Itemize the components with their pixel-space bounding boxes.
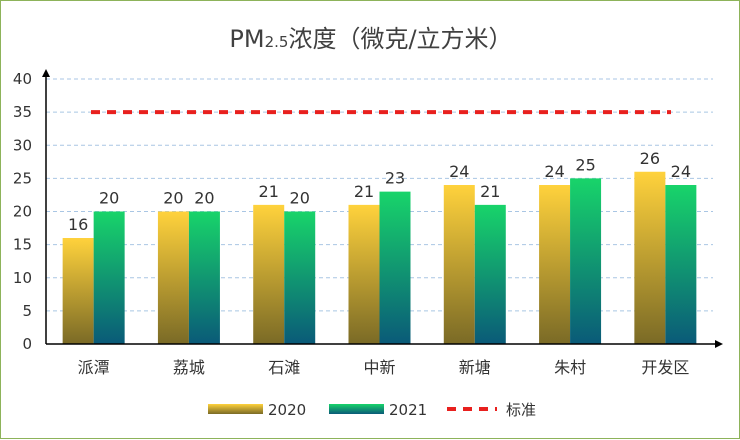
label-layer: 16 20 派潭 20 20 荔城 21 20 石滩 21 23 中新 24 21 新塘 24 25 朱村 26 24… [68,149,691,377]
y-tick-label-0: 0 [22,335,32,353]
grid-layer [46,78,713,312]
x-tick-label-6: 开发区 [641,358,689,377]
data-label-2020-5: 24 [544,162,564,181]
bar-2020-6 [634,171,666,344]
bar-2021-5 [570,178,602,344]
legend-label-standard: 标准 [506,401,536,419]
bar-2021-0 [93,211,125,344]
bar-2021-1 [188,211,220,344]
data-label-2020-1: 20 [163,189,183,208]
data-label-2021-2: 20 [290,189,310,208]
y-tick-label-30: 30 [13,136,32,154]
axis-layer: 0 5 10 15 20 25 30 35 40 [13,69,723,353]
data-label-2021-0: 20 [99,189,119,208]
x-axis-arrow [715,340,723,348]
y-tick-label-40: 40 [13,70,32,88]
bar-2020-2 [253,204,285,344]
y-tick-label-15: 15 [13,236,32,254]
bar-2020-0 [62,238,94,344]
x-tick-label-2: 石滩 [268,358,300,377]
data-label-2021-5: 25 [575,155,595,174]
x-tick-label-1: 荔城 [173,358,205,377]
y-tick-label-20: 20 [13,203,32,221]
title-prefix: PM [229,25,264,53]
y-tick-label-25: 25 [13,169,32,187]
y-tick-label-5: 5 [22,302,32,320]
bar-2020-3 [348,204,380,344]
title-subscript: 2.5 [265,33,289,51]
bar-2021-3 [379,191,411,344]
data-label-2020-3: 21 [354,182,374,201]
legend-swatch-2021 [329,404,384,414]
bar-2020-5 [539,185,571,344]
x-tick-label-3: 中新 [363,358,395,377]
bar-layer [62,171,697,344]
data-label-2021-1: 20 [194,189,214,208]
y-axis-arrow [42,69,50,77]
bar-2021-6 [665,185,697,344]
data-label-2021-3: 23 [385,169,405,188]
legend: 2020 2021 标准 [208,401,536,419]
data-label-2020-2: 21 [259,182,279,201]
chart-title: PM2.5浓度（微克/立方米） [229,25,512,53]
bar-2021-2 [284,211,316,344]
bar-2020-4 [443,185,475,344]
x-tick-label-5: 朱村 [554,358,586,377]
bar-2021-4 [474,204,506,344]
legend-label-2021: 2021 [389,401,427,419]
legend-label-2020: 2020 [268,401,306,419]
x-tick-label-0: 派潭 [78,358,110,377]
legend-swatch-2020 [208,404,263,414]
x-tick-label-4: 新塘 [459,358,491,377]
data-label-2020-0: 16 [68,215,88,234]
data-label-2020-4: 24 [449,162,469,181]
data-label-2021-4: 21 [480,182,500,201]
y-tick-label-35: 35 [13,103,32,121]
title-suffix: 浓度（微克/立方米） [288,25,512,53]
y-tick-label-10: 10 [13,269,32,287]
bar-2020-1 [157,211,189,344]
data-label-2021-6: 24 [671,162,691,181]
data-label-2020-6: 26 [640,149,660,168]
